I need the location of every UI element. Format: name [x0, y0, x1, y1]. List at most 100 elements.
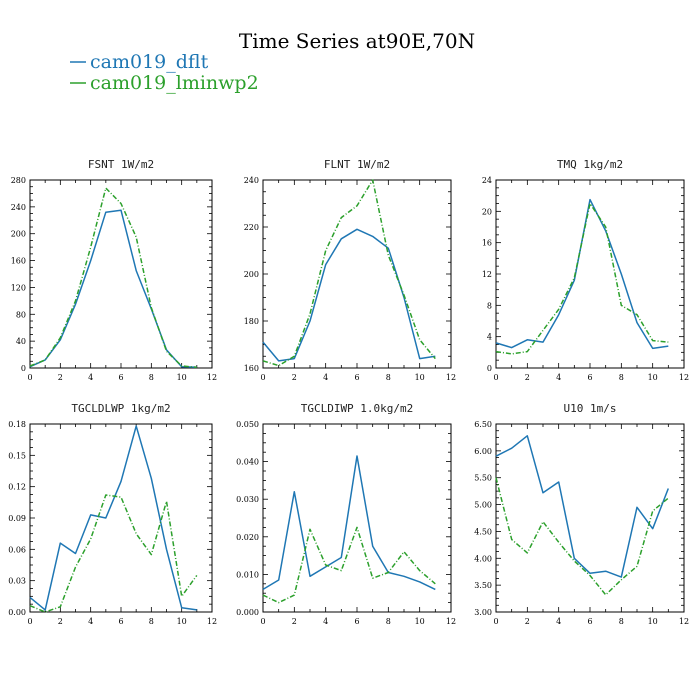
x-tick-label: 2: [525, 617, 530, 626]
y-tick-label: 0.12: [8, 483, 26, 492]
x-tick-label: 6: [118, 373, 123, 382]
x-tick-label: 10: [177, 617, 187, 626]
x-tick-label: 10: [415, 373, 425, 382]
series-line-tmq-dflt: [495, 198, 669, 350]
y-tick-label: 200: [244, 270, 259, 279]
y-tick-label: 0.010: [236, 570, 259, 579]
y-tick-label: 5.00: [474, 501, 492, 510]
x-tick-label: 0: [27, 373, 32, 382]
x-tick-label: 2: [58, 617, 63, 626]
x-tick-label: 6: [587, 617, 592, 626]
x-tick-label: 8: [619, 373, 624, 382]
x-tick-label: 4: [88, 617, 93, 626]
x-tick-label: 6: [354, 373, 359, 382]
axes-frame-tmq: [495, 179, 685, 369]
panel-flnt: FLNT 1W/m2 0 2 4 6 8 10 12 160 180 200 220 240: [244, 158, 456, 382]
x-tick-label: 2: [292, 617, 297, 626]
x-tick-label: 12: [446, 373, 456, 382]
y-tick-label: 4.50: [474, 527, 492, 536]
panel-title-flnt: FLNT 1W/m2: [324, 158, 390, 171]
x-tick-label: 12: [207, 617, 217, 626]
panel-u10: U10 1m/s 0 2 4 6 8 10 12 3.00 3.50 4.00 4.50 5.00 5.5…: [474, 402, 689, 626]
x-tick-label: 12: [679, 373, 689, 382]
x-tick-label: 4: [323, 617, 328, 626]
series-line-tgcldlwp-dflt: [29, 425, 197, 611]
panel-title-u10: U10 1m/s: [564, 402, 617, 415]
panel-title-tgcldlwp: TGCLDLWP 1kg/m2: [71, 402, 170, 415]
x-tick-label: 12: [679, 617, 689, 626]
y-tick-label: 16: [482, 239, 492, 248]
x-tick-label: 8: [386, 373, 391, 382]
x-tick-label: 2: [292, 373, 297, 382]
y-tick-label: 200: [11, 230, 26, 239]
y-tick-label: 220: [244, 223, 259, 232]
x-tick-label: 12: [446, 617, 456, 626]
y-tick-label: 0.15: [8, 451, 26, 460]
y-tick-label: 0.06: [8, 545, 26, 554]
x-tick-label: 2: [525, 373, 530, 382]
x-tick-label: 4: [556, 617, 561, 626]
x-tick-label: 0: [260, 373, 265, 382]
panel-title-tgcldiwp: TGCLDIWP 1.0kg/m2: [301, 402, 414, 415]
series-line-fsnt-lminwp2: [29, 187, 197, 369]
x-tick-label: 4: [323, 373, 328, 382]
x-tick-label: 6: [354, 617, 359, 626]
y-tick-label: 160: [11, 257, 26, 266]
series-line-flnt-lminwp2: [262, 179, 436, 367]
legend: cam019_dflt cam019_lminwp2: [70, 51, 259, 94]
y-tick-label: 160: [244, 364, 259, 373]
x-tick-label: 0: [493, 373, 498, 382]
y-tick-label: 240: [244, 176, 259, 185]
x-tick-label: 8: [149, 617, 154, 626]
panel-title-fsnt: FSNT 1W/m2: [88, 158, 154, 171]
y-tick-label: 4.00: [474, 554, 492, 563]
y-tick-label: 120: [11, 283, 26, 292]
axes-frame-u10: [495, 423, 685, 613]
x-tick-label: 4: [88, 373, 93, 382]
series-line-fsnt-dflt: [29, 209, 197, 369]
y-tick-label: 8: [487, 301, 492, 310]
axes-frame-fsnt: [29, 179, 213, 369]
y-tick-label: 0.050: [236, 420, 259, 429]
y-tick-label: 0: [21, 364, 26, 373]
y-tick-label: 0.00: [8, 608, 26, 617]
y-tick-label: 20: [482, 207, 492, 216]
series-line-tgcldlwp-lminwp2: [29, 494, 198, 613]
y-tick-label: 280: [11, 176, 26, 185]
series-line-u10-lminwp2: [495, 477, 669, 596]
x-tick-label: 2: [58, 373, 63, 382]
y-tick-label: 180: [244, 317, 259, 326]
x-tick-label: 10: [648, 373, 658, 382]
x-tick-label: 0: [260, 617, 265, 626]
x-tick-label: 8: [149, 373, 154, 382]
y-tick-label: 12: [482, 270, 492, 279]
x-tick-label: 4: [556, 373, 561, 382]
x-tick-label: 0: [493, 617, 498, 626]
series-line-tgcldiwp-lminwp2: [262, 526, 436, 604]
y-tick-label: 5.50: [474, 474, 492, 483]
y-tick-label: 6.00: [474, 447, 492, 456]
x-tick-label: 0: [27, 617, 32, 626]
y-tick-label: 0.18: [8, 420, 26, 429]
axes-frame-tgcldlwp: [29, 423, 213, 613]
legend-label-dflt: cam019_dflt: [90, 51, 209, 73]
series-line-tgcldiwp-dflt: [262, 455, 436, 591]
legend-label-lminwp2: cam019_lminwp2: [90, 72, 259, 94]
x-tick-label: 10: [177, 373, 187, 382]
y-tick-label: 0.000: [236, 608, 259, 617]
x-tick-label: 8: [386, 617, 391, 626]
y-tick-label: 0.030: [236, 495, 259, 504]
x-tick-label: 12: [207, 373, 217, 382]
x-tick-label: 6: [118, 617, 123, 626]
y-tick-label: 80: [16, 310, 26, 319]
figure-title: Time Series at90E,70N: [239, 29, 475, 53]
axes-frame-flnt: [262, 179, 452, 369]
series-line-flnt-dflt: [262, 228, 436, 362]
x-tick-label: 6: [587, 373, 592, 382]
y-tick-label: 0.020: [236, 533, 259, 542]
y-tick-label: 0.09: [8, 514, 26, 523]
x-tick-label: 8: [619, 617, 624, 626]
